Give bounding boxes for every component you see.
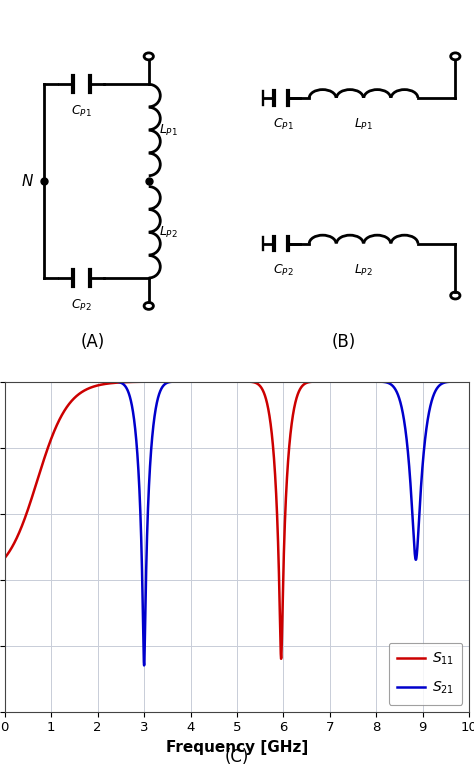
- $S_{21}$: [2, 377, 8, 386]
- Text: (C): (C): [225, 748, 249, 766]
- $S_{21}$: [25, 377, 31, 386]
- Text: (A): (A): [81, 333, 105, 351]
- Text: $L_{P1}$: $L_{P1}$: [354, 117, 373, 132]
- Text: $L_{P2}$: $L_{P2}$: [354, 263, 373, 278]
- Text: $C_{P2}$: $C_{P2}$: [71, 298, 91, 314]
- Legend: $S_{11}$, $S_{21}$: $S_{11}$, $S_{21}$: [389, 643, 462, 705]
- $S_{21}$: [170, 377, 176, 386]
- $S_{11}$: [277, 598, 283, 608]
- $S_{21}$: [297, 377, 303, 386]
- $S_{11}$: [371, 377, 377, 386]
- Text: $L_{P1}$: $L_{P1}$: [159, 123, 178, 138]
- $S_{21}$: [466, 377, 472, 386]
- Text: $C_{P1}$: $C_{P1}$: [71, 104, 92, 120]
- $S_{11}$: [170, 377, 176, 386]
- Line: $S_{21}$: $S_{21}$: [5, 382, 469, 665]
- Text: (B): (B): [332, 333, 356, 351]
- $S_{11}$: [25, 504, 31, 514]
- $S_{11}$: [346, 377, 352, 386]
- Line: $S_{11}$: $S_{11}$: [5, 382, 469, 658]
- Text: $C_{P2}$: $C_{P2}$: [273, 263, 294, 278]
- $S_{21}$: [141, 661, 147, 670]
- $S_{11}$: [297, 385, 303, 394]
- $S_{11}$: [278, 654, 284, 663]
- $S_{21}$: [346, 377, 352, 386]
- $S_{21}$: [371, 377, 377, 386]
- X-axis label: Frequency [GHz]: Frequency [GHz]: [166, 740, 308, 755]
- Text: $L_{P2}$: $L_{P2}$: [159, 224, 178, 240]
- Text: $N$: $N$: [21, 173, 35, 189]
- $S_{11}$: [466, 377, 472, 386]
- $S_{21}$: [277, 377, 283, 386]
- Text: $C_{P1}$: $C_{P1}$: [273, 117, 294, 132]
- $S_{11}$: [2, 553, 8, 562]
